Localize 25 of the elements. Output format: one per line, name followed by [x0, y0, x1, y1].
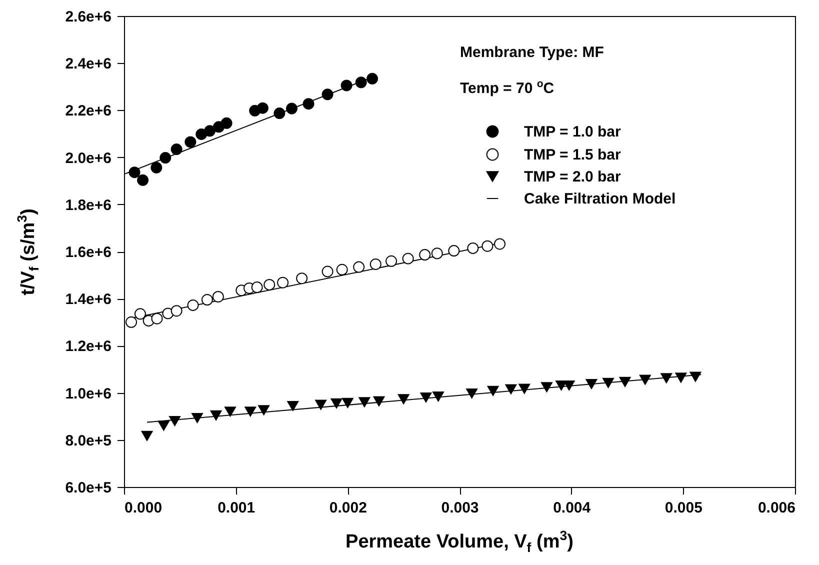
- y-tick-label: 8.0e+5: [65, 432, 112, 450]
- x-tick-label: 0.004: [553, 500, 592, 516]
- y-tick-label: 2.6e+6: [65, 8, 112, 26]
- x-tick-label: 0.003: [441, 500, 479, 516]
- y-tick-label: 6.0e+5: [65, 480, 112, 496]
- y-tick-label: 1.0e+6: [65, 385, 112, 402]
- x-tick-label: 0.005: [664, 500, 702, 516]
- x-tick-label: 0.006: [758, 500, 796, 516]
- legend-label: TMP = 1.0 bar: [524, 124, 622, 140]
- annotation: Temp = 70 $^{o}$C: [460, 78, 554, 97]
- x-tick-label: 0.002: [329, 500, 367, 516]
- annotation: Membrane Type: MF: [460, 44, 604, 61]
- y-tick-label: 1.6e+6: [65, 244, 112, 261]
- x-tick-label: 0.000: [124, 500, 162, 516]
- y-tick-label: 2.4e+6: [65, 56, 112, 73]
- y-tick-label: 2.0e+6: [65, 150, 112, 167]
- x-axis-title: Permeate Volume, V$_{f}$ (m$^{3}$): [346, 528, 574, 556]
- y-tick-label: 2.2e+6: [65, 102, 112, 120]
- legend-label: TMP = 1.5 bar: [524, 146, 622, 164]
- y-tick-label: 1.2e+6: [65, 338, 112, 356]
- legend-label: TMP = 2.0 bar: [524, 168, 622, 186]
- x-tick-label: 0.001: [218, 500, 256, 516]
- y-tick-label: 1.4e+6: [65, 291, 112, 308]
- legend-label: Cake Filtration Model: [524, 190, 676, 208]
- y-tick-label: 1.8e+6: [65, 196, 112, 214]
